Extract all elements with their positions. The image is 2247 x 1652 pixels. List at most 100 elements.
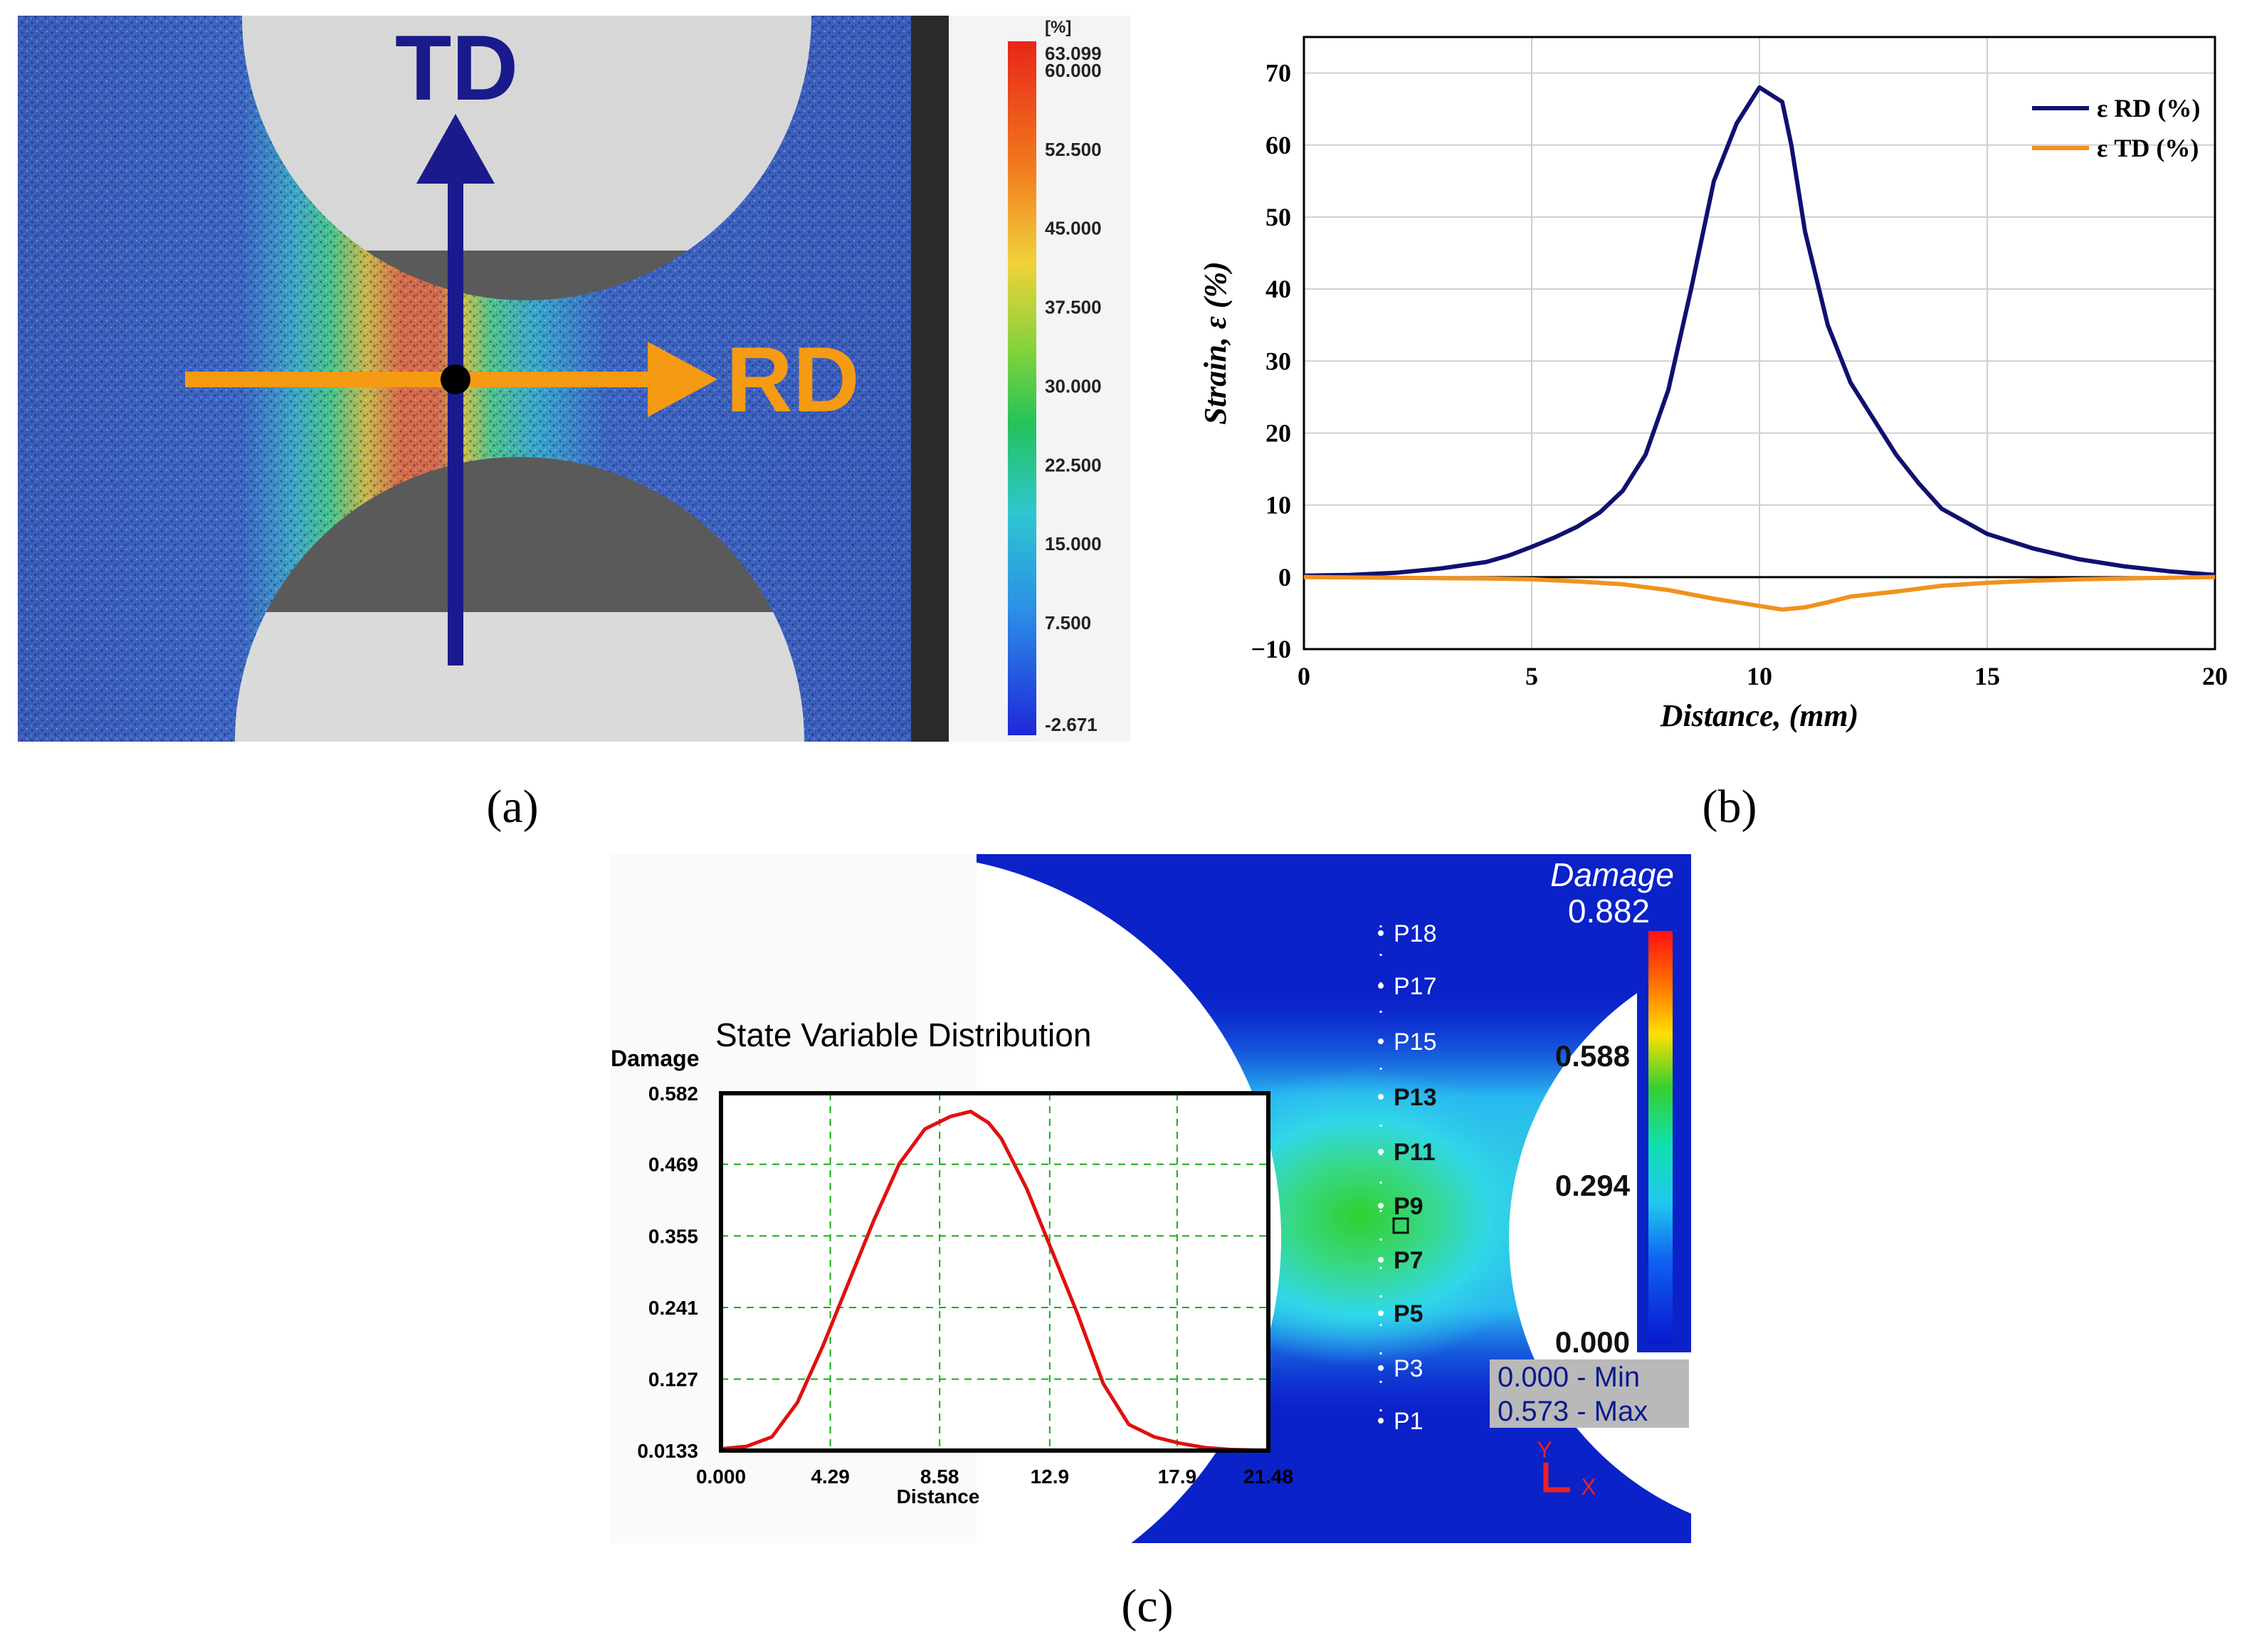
panel-c-label: (c) — [1121, 1580, 1173, 1632]
x-tick-label: 10 — [1747, 662, 1772, 690]
y-tick-label: 0.355 — [648, 1225, 698, 1247]
x-tick-label: 5 — [1525, 662, 1538, 690]
probe-point-label: P15 — [1394, 1028, 1437, 1056]
series-line — [1303, 85, 2216, 578]
rd-label: RD — [726, 327, 860, 431]
damage-title: Damage — [1550, 856, 1674, 893]
panel-a-label: (a) — [486, 781, 538, 833]
x-tick-label: 4.29 — [811, 1466, 850, 1488]
probe-point-label: P7 — [1394, 1247, 1424, 1274]
damage-curve — [720, 1110, 1269, 1453]
colorbar-ticks: 60.000 52.500 45.000 37.500 30.000 22.500 15.0… — [1045, 60, 1102, 633]
grip-region — [228, 16, 819, 251]
colorbar-tick-label: 37.500 — [1045, 297, 1102, 318]
inset-background — [721, 1093, 1268, 1451]
probe-point-label: P18 — [1394, 920, 1437, 947]
probe-point-dot — [1378, 1203, 1384, 1209]
probe-point-label: P1 — [1394, 1408, 1424, 1435]
probe-point-dot — [1378, 1038, 1384, 1044]
legend-label: ε TD (%) — [2097, 134, 2199, 162]
axis-triad — [1543, 1463, 1570, 1493]
max-label: 0.573 - Max — [1498, 1396, 1648, 1427]
axis-y-label: Y — [1537, 1437, 1552, 1463]
x-tick-label: 12.9 — [1031, 1466, 1070, 1488]
probe-point-label: P5 — [1394, 1300, 1424, 1327]
y-axis-label: Strain, ε (%) — [1198, 261, 1233, 425]
y-tick-label: 0.582 — [648, 1083, 698, 1105]
colorbar-tick-label: 60.000 — [1045, 60, 1102, 81]
colorbar-tick-label: 30.000 — [1045, 375, 1102, 396]
y-tick-label: 40 — [1265, 275, 1291, 303]
colorbar — [1008, 41, 1036, 735]
x-axis-label: Distance, (mm) — [1660, 698, 1859, 733]
damage-colorbar — [1648, 931, 1673, 1344]
damage-tick-label: 0.294 — [1555, 1169, 1631, 1202]
colorbar-tick-label: 15.000 — [1045, 533, 1102, 554]
plot-frame — [1303, 36, 2216, 651]
probe-point-dot — [1378, 1365, 1384, 1371]
colorbar-max-label: 63.099 — [1045, 43, 1102, 64]
colorbar-tick-label: 52.500 — [1045, 139, 1102, 160]
damage-max-label: 0.882 — [1568, 893, 1650, 930]
y-tick-label: 60 — [1265, 131, 1291, 159]
photo-edge — [911, 16, 949, 742]
legend-label: ε RD (%) — [2097, 94, 2200, 122]
grip-region — [214, 612, 811, 742]
x-tick-label: 17.9 — [1158, 1466, 1197, 1488]
panel-a: [%] 63.099 60.000 52.500 45.000 37.500 30.00… — [18, 16, 1130, 833]
min-label: 0.000 - Min — [1498, 1362, 1640, 1393]
inset-y-label: Damage — [611, 1046, 700, 1071]
y-tick-label: 50 — [1265, 203, 1291, 231]
colorbar-min-label: -2.671 — [1045, 714, 1098, 735]
axis-x-label: X — [1581, 1474, 1596, 1500]
series-line — [1303, 574, 2216, 612]
probe-marker — [1392, 1217, 1409, 1234]
probe-point-dot — [1378, 983, 1384, 989]
y-tick-label: 30 — [1265, 347, 1291, 375]
damage-tick-label: 0.000 — [1555, 1325, 1630, 1359]
colorbar-panel — [949, 16, 1130, 742]
y-tick-label: 0 — [1278, 563, 1291, 591]
origin-dot — [441, 364, 470, 394]
probe-point-label: P13 — [1394, 1084, 1437, 1111]
probe-point-dot — [1378, 1418, 1384, 1424]
probe-point-dot — [1378, 1310, 1384, 1316]
y-tick-label: 70 — [1265, 59, 1291, 88]
inset-frame — [719, 1091, 1270, 1453]
probe-point-label: P3 — [1394, 1355, 1424, 1382]
rd-arrowhead — [648, 342, 717, 417]
y-tick-label: 20 — [1265, 419, 1291, 447]
td-arrowhead — [416, 114, 495, 184]
damage-tick-label: 0.588 — [1555, 1039, 1630, 1073]
y-tick-label: 0.241 — [648, 1297, 698, 1319]
td-label: TD — [395, 16, 518, 120]
inset-x-label: Distance — [897, 1485, 980, 1508]
x-tick-label: 15 — [1974, 662, 2000, 690]
probe-point-dot — [1378, 930, 1384, 936]
minmax-box — [1490, 1359, 1689, 1428]
probe-point-label: P9 — [1394, 1193, 1424, 1220]
probe-point-dot — [1378, 1149, 1384, 1154]
y-tick-label: 0.469 — [648, 1154, 698, 1176]
damage-distribution-chart: 0.582 0.469 0.355 0.241 0.127 0.0133 0.000 4.29… — [611, 1016, 1293, 1508]
y-tick-label: 0.127 — [648, 1369, 698, 1391]
probe-point-dot — [1378, 1094, 1384, 1100]
x-tick-label: 21.48 — [1243, 1466, 1293, 1488]
probe-points: P18 P17 P15 P13 P11 P9 P7 P5 P3 P1 — [1378, 920, 1437, 1435]
x-tick-label: 0.000 — [696, 1466, 746, 1488]
probe-point-dot — [1378, 1257, 1384, 1263]
x-tick-label: 8.58 — [920, 1466, 959, 1488]
panel-c: Damage 0.882 0.588 0.294 0.000 0.000 - M… — [611, 854, 1691, 1632]
y-tick-label: 0.0133 — [637, 1440, 698, 1462]
x-tick-label: 0 — [1298, 662, 1310, 690]
colorbar-tick-label: 22.500 — [1045, 454, 1102, 475]
right-notch — [1509, 963, 1691, 1514]
y-tick-label: 10 — [1265, 491, 1291, 520]
colorbar-tick-label: 7.500 — [1045, 612, 1091, 633]
panel-b-label: (b) — [1703, 781, 1757, 833]
probe-point-label: P17 — [1394, 973, 1437, 1000]
inset-title: State Variable Distribution — [715, 1016, 1091, 1053]
probe-point-label: P11 — [1394, 1139, 1436, 1166]
